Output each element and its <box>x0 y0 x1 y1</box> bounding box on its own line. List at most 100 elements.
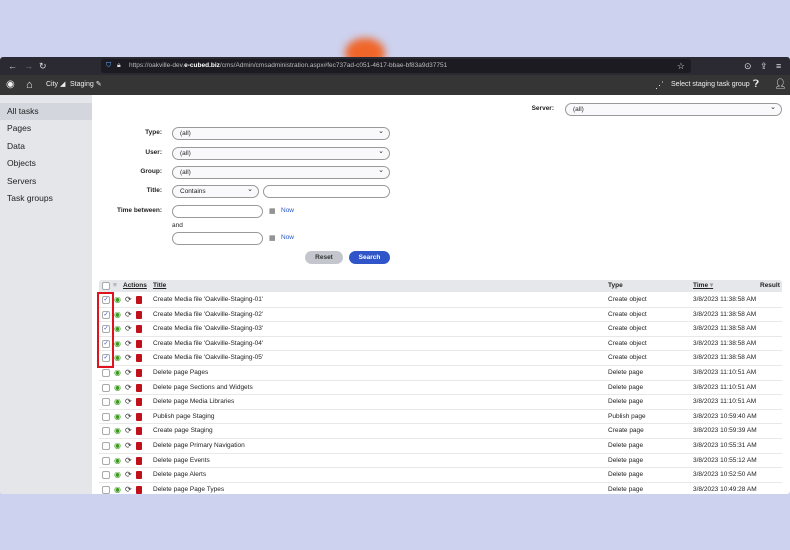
delete-icon[interactable] <box>136 369 142 377</box>
sync-icon[interactable]: ⟳ <box>125 353 132 363</box>
view-icon[interactable]: ◉ <box>114 441 121 450</box>
sync-icon[interactable]: ⟳ <box>125 455 132 465</box>
delete-icon[interactable] <box>136 398 142 407</box>
delete-icon[interactable] <box>136 442 142 450</box>
sync-icon[interactable]: ⟳ <box>125 411 132 421</box>
delete-icon[interactable] <box>136 427 142 436</box>
select-all-checkbox[interactable] <box>102 282 110 290</box>
sidebar-item-objects[interactable]: Objects <box>7 158 36 168</box>
view-icon[interactable]: ◉ <box>114 411 121 421</box>
title-operator-select[interactable]: Contains <box>172 184 259 198</box>
view-icon[interactable]: ◉ <box>114 353 121 363</box>
help-icon[interactable]: ❓︎ <box>753 79 760 90</box>
menu-icon[interactable]: ≡ <box>776 61 782 71</box>
now-link-from[interactable]: Now <box>281 207 295 214</box>
view-icon[interactable]: ◉ <box>114 368 121 377</box>
delete-icon[interactable] <box>136 310 142 319</box>
user-select[interactable]: (all) <box>172 146 390 160</box>
site-selector[interactable]: City ◢ <box>46 81 66 88</box>
home-icon[interactable]: ⌂ <box>26 79 33 91</box>
delete-icon[interactable] <box>136 354 142 363</box>
server-select[interactable]: (all) <box>565 102 782 116</box>
back-icon[interactable]: ← <box>8 61 17 71</box>
sidebar-item-all-tasks[interactable]: All tasks <box>0 103 92 120</box>
pocket-icon[interactable]: ⊙ <box>744 61 752 71</box>
sync-icon[interactable]: ⟳ <box>125 309 132 319</box>
list-icon[interactable]: ≡ <box>113 282 117 289</box>
row-checkbox[interactable]: ✓ <box>102 354 110 363</box>
sidebar-item-pages[interactable]: Pages <box>7 123 32 133</box>
table-row: ◉ ⟳ Publish page Staging Publish page 3/… <box>99 410 782 425</box>
calendar-icon[interactable]: ▦ <box>269 208 276 215</box>
sync-icon[interactable]: ⟳ <box>125 470 132 480</box>
view-icon[interactable]: ◉ <box>114 455 121 465</box>
delete-icon[interactable] <box>136 412 142 421</box>
sync-icon[interactable]: ⟳ <box>125 295 132 304</box>
delete-icon[interactable] <box>136 471 142 480</box>
row-checkbox[interactable]: ✓ <box>102 310 110 319</box>
view-icon[interactable]: ◉ <box>114 382 121 392</box>
sync-icon[interactable]: ⟳ <box>125 484 132 494</box>
delete-icon[interactable] <box>136 383 142 392</box>
header-type[interactable]: Type <box>608 282 623 289</box>
sync-icon[interactable]: ⟳ <box>125 338 132 348</box>
row-checkbox[interactable] <box>102 427 110 436</box>
row-checkbox[interactable] <box>102 398 110 407</box>
row-checkbox[interactable]: ✓ <box>102 339 110 348</box>
app-logo-icon[interactable]: ◉ <box>6 79 15 90</box>
view-icon[interactable]: ◉ <box>114 295 121 304</box>
view-icon[interactable]: ◉ <box>114 309 121 319</box>
calendar-icon[interactable]: ▦ <box>269 235 276 242</box>
row-checkbox[interactable]: ✓ <box>102 296 110 304</box>
row-checkbox[interactable] <box>102 485 110 494</box>
forward-icon[interactable]: → <box>24 61 33 71</box>
select-task-group[interactable]: Select staging task group <box>671 81 750 88</box>
sidebar-item-servers[interactable]: Servers <box>7 176 37 186</box>
sidebar-item-task-groups[interactable]: Task groups <box>7 193 53 203</box>
reload-icon[interactable]: ↻ <box>39 61 47 71</box>
delete-icon[interactable] <box>136 456 142 465</box>
row-checkbox[interactable] <box>102 442 110 450</box>
delete-icon[interactable] <box>136 485 142 494</box>
row-type: Create page <box>608 427 644 435</box>
row-checkbox[interactable] <box>102 471 110 480</box>
view-icon[interactable]: ◉ <box>114 470 121 480</box>
group-select[interactable]: (all) <box>172 165 390 179</box>
view-icon[interactable]: ◉ <box>114 324 121 334</box>
sync-icon[interactable]: ⟳ <box>125 426 132 436</box>
share-icon[interactable]: ⇪ <box>760 61 768 71</box>
row-time: 3/8/2023 10:49:28 AM <box>693 485 757 493</box>
row-checkbox[interactable]: ✓ <box>102 325 110 334</box>
row-checkbox[interactable] <box>102 369 110 377</box>
reset-button[interactable]: Reset <box>305 251 343 264</box>
sync-icon[interactable]: ⟳ <box>125 382 132 392</box>
delete-icon[interactable] <box>136 339 142 348</box>
row-checkbox[interactable] <box>102 383 110 392</box>
sync-icon[interactable]: ⟳ <box>125 441 132 450</box>
time-to-input[interactable] <box>172 232 263 245</box>
row-checkbox[interactable] <box>102 456 110 465</box>
sync-icon[interactable]: ⟳ <box>125 397 132 407</box>
type-select[interactable]: (all) <box>172 126 390 140</box>
search-button[interactable]: Search <box>349 251 390 264</box>
now-link-to[interactable]: Now <box>281 234 295 241</box>
bookmark-star-icon[interactable]: ☆ <box>676 61 685 71</box>
view-icon[interactable]: ◉ <box>114 426 121 436</box>
address-bar[interactable]: ⛉ 🔒︎ https://oakville-dev.e-cubed.biz/cm… <box>101 59 691 73</box>
view-icon[interactable]: ◉ <box>114 338 121 348</box>
mode-selector[interactable]: Staging ✎ <box>70 81 102 88</box>
header-title[interactable]: Title <box>153 282 167 289</box>
sync-icon[interactable]: ⟳ <box>125 324 132 334</box>
title-input[interactable] <box>263 185 390 198</box>
sync-icon[interactable]: ⟳ <box>125 368 132 377</box>
delete-icon[interactable] <box>136 296 142 304</box>
view-icon[interactable]: ◉ <box>114 397 121 407</box>
sidebar-item-data[interactable]: Data <box>7 141 25 151</box>
time-from-input[interactable] <box>172 205 263 218</box>
user-icon[interactable]: 👤︎ <box>774 79 787 90</box>
header-time[interactable]: Time ▾ <box>693 280 713 292</box>
view-icon[interactable]: ◉ <box>114 484 121 494</box>
mode-name: Staging <box>70 81 94 88</box>
row-checkbox[interactable] <box>102 412 110 421</box>
delete-icon[interactable] <box>136 325 142 334</box>
